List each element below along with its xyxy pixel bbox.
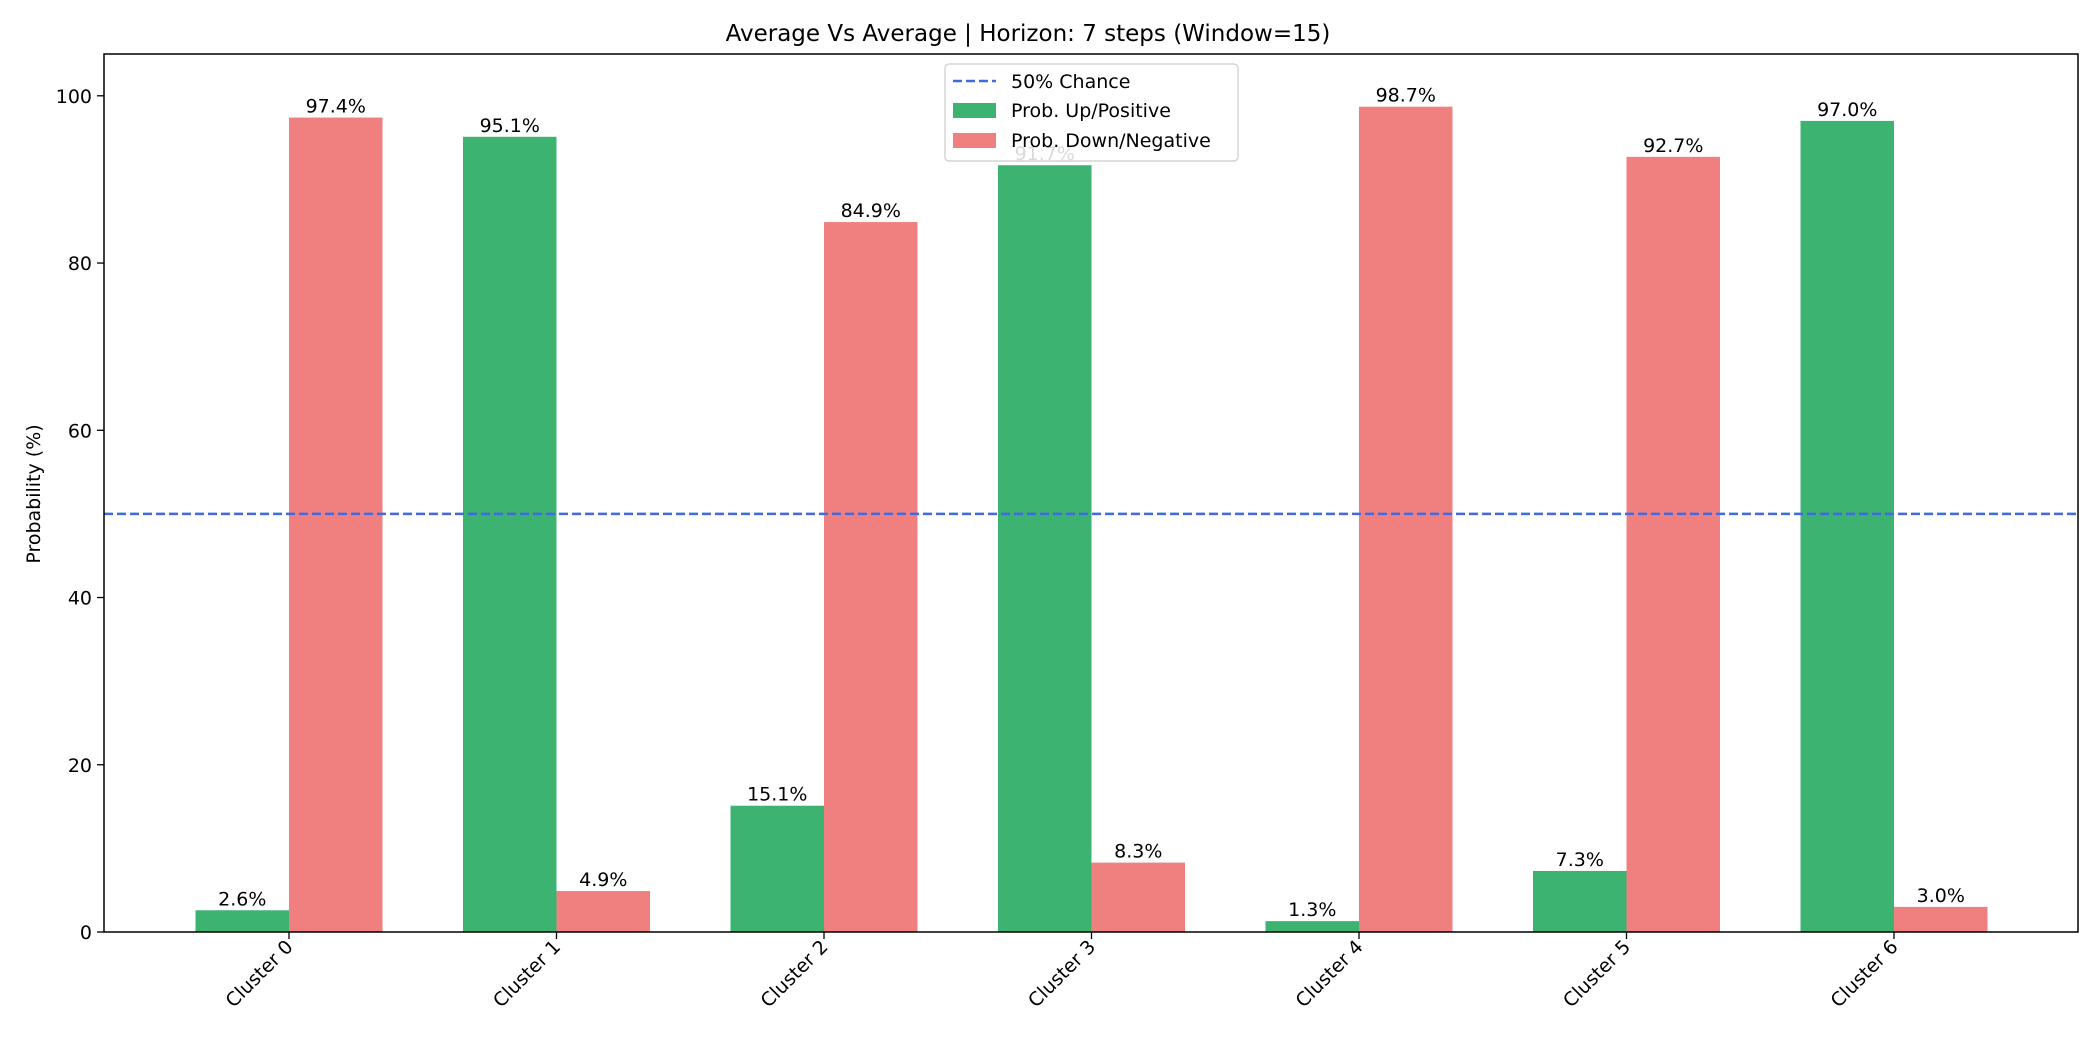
bar-s1-c6 bbox=[1894, 906, 1988, 932]
bar-s1-c3 bbox=[1091, 862, 1185, 932]
bar-s0-c5 bbox=[1533, 870, 1627, 932]
bar-label-s1-c0: 97.4% bbox=[306, 96, 366, 118]
bar-label-s1-c1: 4.9% bbox=[579, 869, 627, 891]
y-axis-ticks: 0 20 40 60 80 100 bbox=[56, 86, 104, 944]
y-tick-label: 100 bbox=[56, 86, 92, 108]
bar-s1-c1 bbox=[556, 891, 650, 932]
bar-s0-c3 bbox=[998, 165, 1092, 933]
x-tick-label: Cluster 6 bbox=[1826, 936, 1902, 1012]
y-tick-label: 60 bbox=[68, 420, 92, 442]
bar-label-s0-c6: 97.0% bbox=[1817, 99, 1877, 121]
legend-swatch-s1 bbox=[953, 133, 996, 148]
bar-label-s1-c3: 8.3% bbox=[1114, 841, 1162, 863]
legend-box bbox=[944, 63, 1239, 162]
bar-label-s0-c5: 7.3% bbox=[1556, 849, 1604, 871]
bar-s0-c0 bbox=[195, 910, 289, 932]
bar-s0-c4 bbox=[1265, 921, 1359, 932]
x-tick-label: Cluster 1 bbox=[489, 936, 565, 1012]
chart-title: Average Vs Average | Horizon: 7 steps (W… bbox=[726, 21, 1331, 47]
y-tick-label: 80 bbox=[68, 253, 92, 275]
legend: 50% Chance Prob. Up/Positive Prob. Down/Ne… bbox=[944, 63, 1239, 162]
x-tick-label: Cluster 3 bbox=[1024, 936, 1100, 1012]
bar-s0-c6 bbox=[1800, 120, 1894, 932]
legend-label-s1: Prob. Down/Negative bbox=[1011, 130, 1211, 152]
bar-label-s1-c4: 98.7% bbox=[1376, 85, 1436, 107]
legend-swatch-s0 bbox=[953, 103, 996, 118]
bar-label-s0-c4: 1.3% bbox=[1288, 899, 1336, 921]
bar-s0-c1 bbox=[463, 136, 557, 933]
bar-label-s0-c2: 15.1% bbox=[747, 784, 807, 806]
legend-label-reference: 50% Chance bbox=[1011, 71, 1130, 93]
bar-label-s0-c1: 95.1% bbox=[480, 115, 540, 137]
bar-label-s1-c6: 3.0% bbox=[1917, 885, 1965, 907]
y-tick-label: 20 bbox=[68, 755, 92, 777]
x-axis-ticks: Cluster 0 Cluster 1 Cluster 2 Cluster 3 Clus… bbox=[221, 932, 1903, 1012]
bar-s1-c5 bbox=[1626, 156, 1720, 932]
bar-label-s1-c2: 84.9% bbox=[841, 200, 901, 222]
bar-label-s1-c5: 92.7% bbox=[1643, 135, 1703, 157]
bar-s1-c4 bbox=[1359, 106, 1453, 933]
x-tick-label: Cluster 2 bbox=[756, 936, 832, 1012]
x-tick-label: Cluster 5 bbox=[1559, 936, 1635, 1012]
bar-s1-c0 bbox=[289, 117, 383, 932]
bar-s1-c2 bbox=[824, 222, 918, 932]
y-axis-label: Probability (%) bbox=[23, 424, 45, 563]
bar-labels-group: 2.6%95.1%15.1%91.7%1.3%7.3%97.0%97.4%4.9… bbox=[218, 85, 1965, 921]
bars-group bbox=[195, 106, 1988, 933]
bar-s0-c2 bbox=[730, 805, 824, 932]
y-tick-label: 0 bbox=[80, 922, 92, 944]
x-tick-label: Cluster 0 bbox=[221, 936, 297, 1012]
bar-label-s0-c0: 2.6% bbox=[218, 888, 266, 910]
y-tick-label: 40 bbox=[68, 588, 92, 610]
legend-label-s0: Prob. Up/Positive bbox=[1011, 100, 1171, 122]
x-tick-label: Cluster 4 bbox=[1291, 936, 1367, 1012]
